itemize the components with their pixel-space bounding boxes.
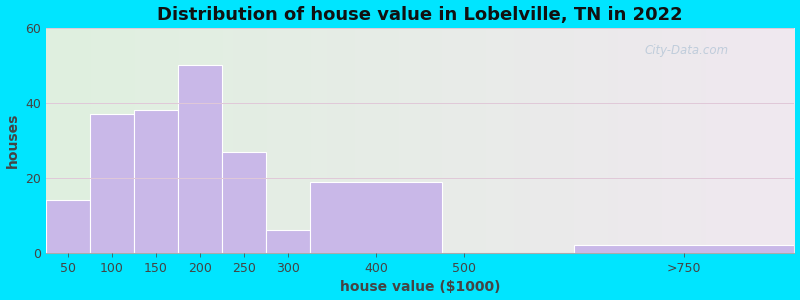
- X-axis label: house value ($1000): house value ($1000): [340, 280, 500, 294]
- Y-axis label: houses: houses: [6, 113, 19, 168]
- Bar: [46, 200, 90, 253]
- Bar: [266, 230, 310, 253]
- Text: City-Data.com: City-Data.com: [645, 44, 729, 57]
- Bar: [134, 110, 178, 253]
- Bar: [574, 245, 794, 253]
- Title: Distribution of house value in Lobelville, TN in 2022: Distribution of house value in Lobelvill…: [158, 6, 683, 24]
- Bar: [178, 65, 222, 253]
- Bar: [310, 182, 442, 253]
- Bar: [222, 152, 266, 253]
- Bar: [90, 114, 134, 253]
